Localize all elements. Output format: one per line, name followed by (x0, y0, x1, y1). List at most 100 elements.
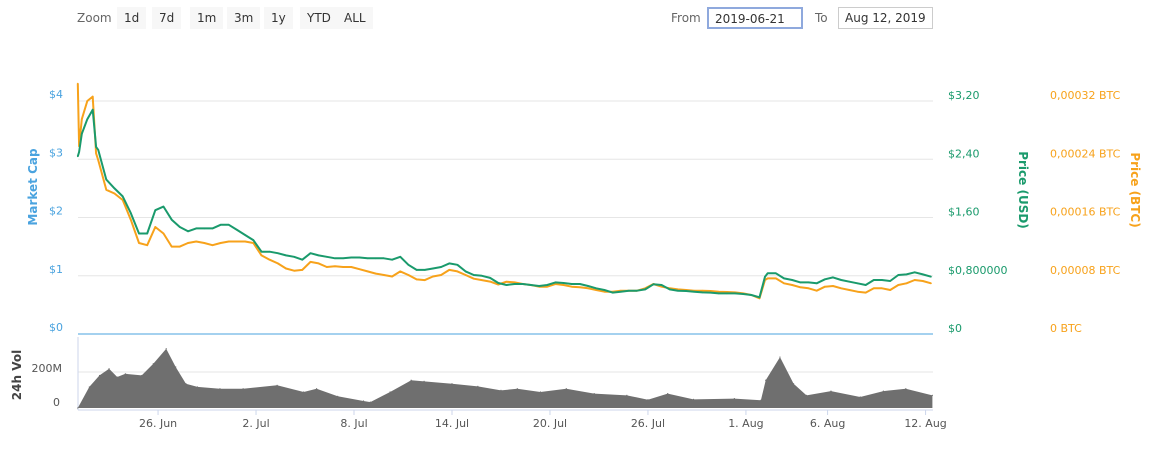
price-usd-point (86, 118, 89, 121)
x-axis-tick-label: 2. Jul (242, 417, 269, 430)
price-usd-point (881, 279, 883, 281)
usd-tick-label: $2,40 (948, 147, 980, 160)
price-btc-line (76, 83, 932, 300)
price-usd-point (799, 281, 802, 284)
price-btc-point (317, 262, 320, 265)
price-btc-point (570, 285, 573, 288)
price-btc-point (187, 242, 189, 244)
price-usd-point (366, 257, 369, 260)
price-usd-point (203, 227, 206, 230)
price-usd-point (726, 292, 728, 295)
price-usd-point (628, 289, 630, 292)
to-date-input[interactable]: Aug 12, 2019 (838, 7, 933, 29)
volume-point (882, 390, 884, 392)
price-usd-point (764, 275, 766, 278)
price-usd-point (317, 254, 320, 257)
volume-point (451, 383, 453, 385)
price-usd-point (113, 187, 116, 190)
volume-point (516, 388, 518, 390)
price-btc-point (840, 287, 842, 290)
price-usd-point (840, 279, 842, 281)
price-usd-point (211, 227, 214, 230)
price-btc-point (848, 289, 851, 291)
volume-point (315, 388, 318, 390)
volume-point (539, 391, 542, 393)
price-btc-point (595, 289, 598, 291)
price-btc-point (399, 270, 402, 273)
price-usd-point (162, 205, 165, 208)
price-btc-point (113, 192, 116, 195)
price-btc-point (293, 269, 295, 272)
price-btc-point (546, 285, 549, 288)
price-usd-point (423, 269, 426, 271)
price-usd-point (815, 282, 818, 285)
volume-point (141, 374, 143, 377)
price-usd-point (76, 155, 79, 158)
zoom-1m-button[interactable]: 1m (190, 7, 224, 29)
market-cap-tick-label: $2 (49, 205, 63, 218)
price-btc-point (228, 240, 230, 243)
price-usd-point (832, 276, 834, 279)
price-btc-point (277, 262, 279, 265)
price-btc-point (709, 290, 712, 292)
usd-tick-label: $1,60 (948, 206, 980, 219)
price-usd-point (179, 226, 181, 228)
price-usd-point (758, 296, 761, 299)
volume-point (931, 394, 933, 396)
price-btc-point (807, 287, 810, 290)
price-usd-point (105, 178, 108, 181)
usd-tick-label: $3,20 (948, 89, 980, 102)
x-axis-tick-label: 8. Jul (340, 417, 367, 430)
price-usd-point (358, 256, 361, 259)
price-usd-point (530, 284, 532, 286)
zoom-label: Zoom (77, 11, 112, 25)
zoom-1y-button[interactable]: 1y (264, 7, 293, 29)
price-btc-point (358, 268, 361, 270)
volume-point (124, 373, 126, 375)
price-btc-point (448, 269, 451, 271)
price-btc-point (285, 267, 287, 270)
x-axis-tick-label: 6. Aug (810, 417, 845, 430)
price-usd-point (472, 274, 475, 276)
zoom-all-button[interactable]: ALL (337, 7, 373, 29)
volume-point (905, 388, 907, 390)
price-usd-point (481, 274, 483, 277)
price-usd-point (677, 289, 679, 292)
price-usd-point (334, 257, 336, 260)
price-btc-point (815, 289, 818, 292)
zoom-3m-button[interactable]: 3m (227, 7, 261, 29)
volume-point (792, 383, 795, 385)
price-btc-point (603, 290, 606, 293)
price-btc-point (701, 289, 704, 292)
price-usd-point (603, 289, 606, 291)
volume-point (196, 386, 199, 388)
market-cap-tick-label: $0 (49, 321, 63, 334)
volume-point (667, 393, 669, 395)
price-btc-point (219, 242, 222, 244)
volume-point (647, 399, 649, 401)
price-usd-point (742, 293, 745, 295)
price-usd-point (611, 291, 614, 294)
zoom-1d-button[interactable]: 1d (117, 7, 147, 29)
zoom-ytd-button[interactable]: YTD (300, 7, 338, 29)
price-usd-point (489, 277, 491, 279)
price-btc-point (423, 279, 426, 281)
price-usd-point (350, 256, 353, 259)
volume-point (477, 385, 479, 387)
price-btc-point (464, 274, 467, 276)
volume-point (410, 379, 412, 381)
price-usd-point (807, 281, 810, 284)
price-usd-point (848, 280, 851, 283)
price-usd-point (750, 294, 753, 296)
from-date-input[interactable]: 2019-06-21 (707, 7, 803, 29)
price-usd-point (636, 289, 638, 292)
to-label: To (815, 11, 828, 25)
volume-point (830, 390, 832, 392)
price-usd-point (538, 285, 540, 287)
price-usd-point (97, 148, 99, 151)
usd-tick-label: $0,800000 (948, 264, 1008, 277)
price-btc-point (236, 240, 238, 243)
zoom-7d-button[interactable]: 7d (152, 7, 182, 29)
price-usd-point (236, 229, 238, 231)
